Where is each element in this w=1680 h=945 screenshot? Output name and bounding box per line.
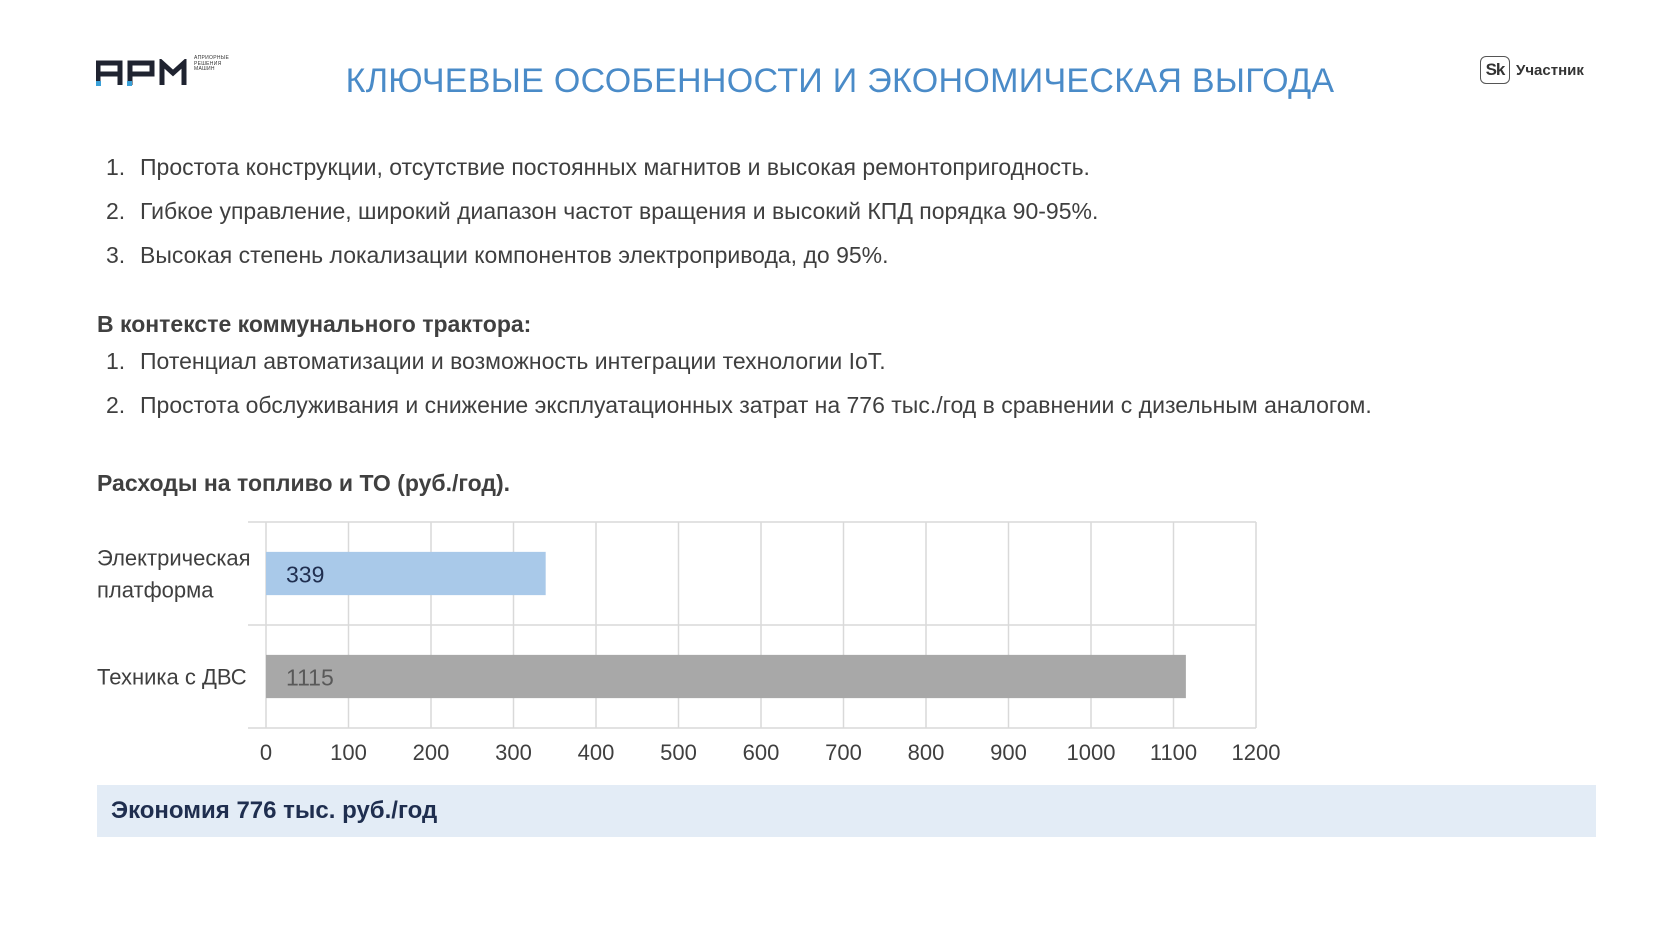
category-label: платформа [97, 578, 214, 603]
slide-title: КЛЮЧЕВЫЕ ОСОБЕННОСТИ И ЭКОНОМИЧЕСКАЯ ВЫГ… [345, 62, 1335, 100]
participant-label: Участник [1516, 61, 1584, 79]
chart-title: Расходы на топливо и ТО (руб./год). [97, 470, 511, 496]
x-tick-label: 300 [495, 740, 532, 765]
logo-subtitle: АПРИОРНЫЕ РЕШЕНИЯ МАШИН [194, 55, 230, 72]
x-tick-label: 400 [578, 740, 615, 765]
x-tick-label: 0 [260, 740, 272, 765]
cost-bar-chart: 339 Электрическая платформа 1115 Техника с Д… [97, 521, 1281, 765]
x-tick-label: 1100 [1150, 740, 1197, 765]
x-tick-label: 200 [413, 740, 450, 765]
skolkovo-logo-icon: Sk [1480, 56, 1510, 84]
x-tick-label: 100 [330, 740, 367, 765]
savings-banner: Экономия 776 тыс. руб./год [97, 785, 1596, 837]
data-label: 1115 [286, 665, 334, 691]
arm-logo-mark [96, 59, 187, 86]
list-item: 3. Высокая степень локализации компоненто… [106, 242, 889, 268]
context-list: 1. Потенциал автоматизации и возможность … [106, 346, 1372, 434]
x-tick-label: 900 [990, 740, 1027, 765]
list-item: 2. Простота обслуживания и снижение экспл… [106, 392, 1372, 418]
list-item: 1. Простота конструкции, отсутствие посто… [106, 154, 1090, 180]
x-tick-label: 1000 [1067, 740, 1116, 765]
list-item: 2. Гибкое управление, широкий диапазон ча… [106, 198, 1099, 224]
x-tick-label: 500 [660, 740, 697, 765]
bar [266, 654, 1186, 699]
data-label: 339 [286, 562, 324, 588]
features-list: 1. Простота конструкции, отсутствие посто… [106, 152, 1098, 284]
skolkovo-participant-badge: Sk Участник [1480, 56, 1584, 84]
context-heading: В контексте коммунального трактора: [97, 311, 532, 337]
x-tick-label: 800 [908, 740, 945, 765]
category-label: Электрическая [97, 546, 251, 571]
x-tick-label: 1200 [1232, 740, 1281, 765]
x-tick-label: 700 [825, 740, 862, 765]
list-item: 1. Потенциал автоматизации и возможность … [106, 348, 886, 374]
company-logo: АПРИОРНЫЕ РЕШЕНИЯ МАШИН [96, 55, 229, 90]
x-tick-label: 600 [743, 740, 780, 765]
category-label: Техника с ДВС [97, 665, 247, 690]
bar [266, 551, 546, 596]
